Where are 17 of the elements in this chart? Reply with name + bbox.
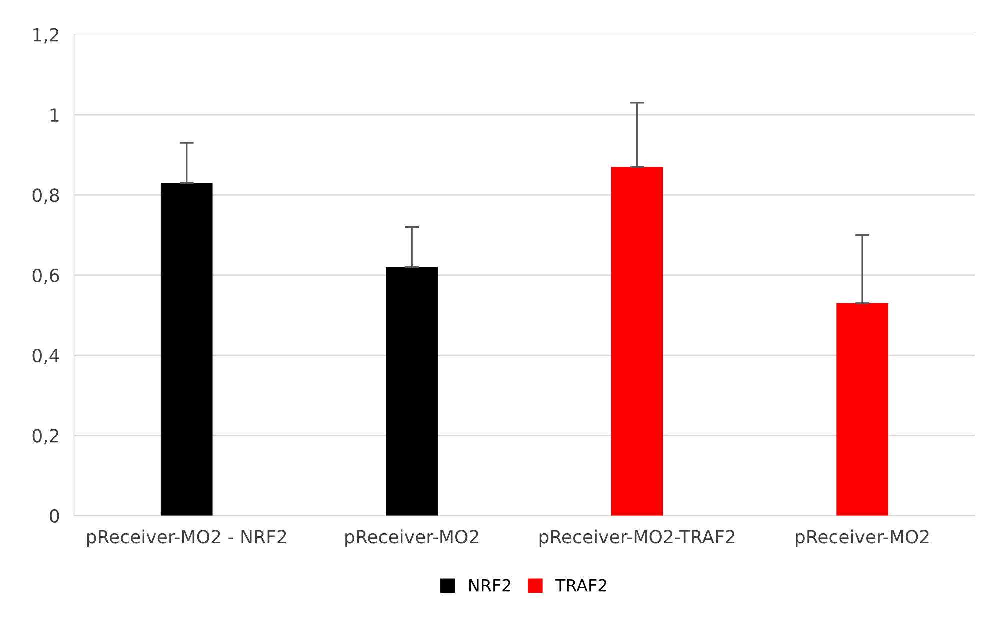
- y-tick-label: 0,4: [32, 348, 60, 364]
- y-tick-label: 0,2: [32, 429, 59, 445]
- legend-label: TRAF2: [555, 579, 606, 592]
- x-tick-label: pReceiver-MO2 - NRF2: [87, 530, 286, 548]
- y-tick-label: 0,6: [32, 268, 60, 284]
- bar: [611, 167, 664, 516]
- y-tick-label: 1,2: [34, 28, 59, 44]
- x-tick-label: pReceiver-MO2-TRAF2: [540, 530, 735, 548]
- legend-label: NRF2: [470, 579, 510, 592]
- y-tick-label: 0: [50, 509, 60, 524]
- x-tick-label: pReceiver-MO2: [346, 530, 478, 548]
- bar: [836, 303, 888, 516]
- bar: [386, 267, 438, 516]
- x-tick-label: pReceiver-MO2: [796, 530, 929, 548]
- bar: [160, 183, 213, 516]
- y-tick-label: 0,8: [32, 188, 60, 204]
- y-tick-label: 1: [50, 108, 59, 122]
